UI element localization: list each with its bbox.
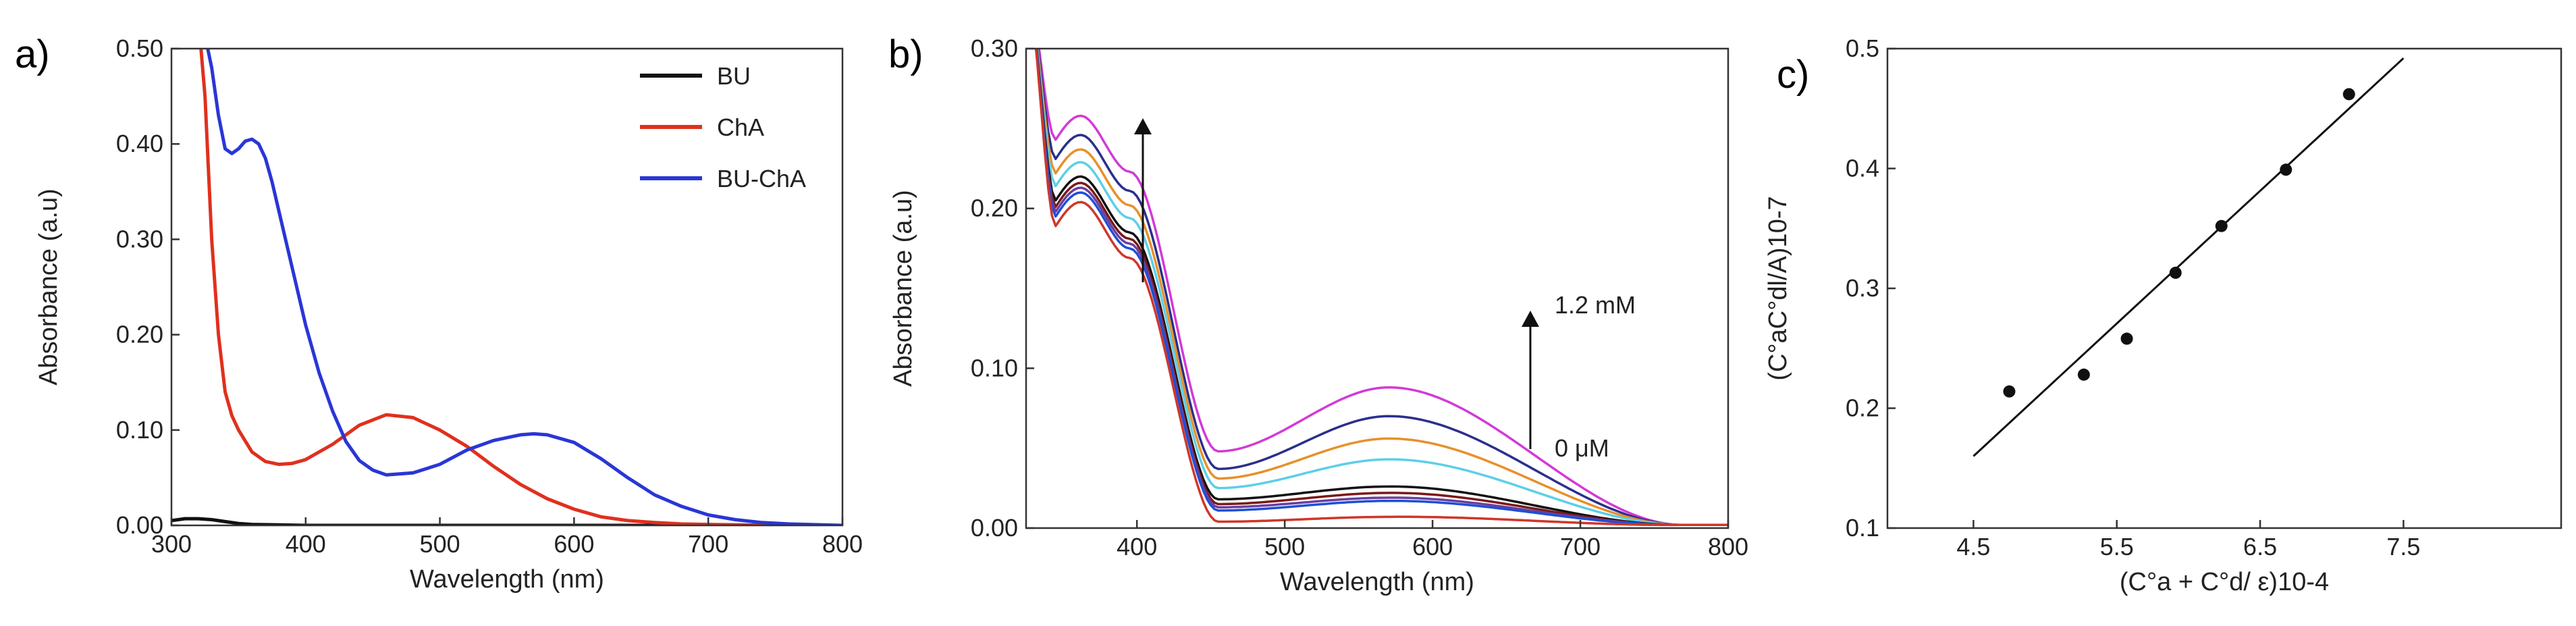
panel-c-ytick-label: 0.5	[1846, 34, 1879, 62]
panel-a-xtick-label: 700	[688, 530, 728, 558]
panel-a-xtick-label: 500	[420, 530, 460, 558]
panel-a-xtick-label: 400	[286, 530, 326, 558]
panel-a-xtick-label: 800	[822, 530, 863, 558]
panel-c-xtick-label: 6.5	[2243, 533, 2277, 560]
panel-a-xlabel: Wavelength (nm)	[410, 565, 604, 594]
data-point-5	[2280, 163, 2292, 176]
titration-curve-7	[1035, 49, 1728, 527]
panel-c-ytick-label: 0.4	[1846, 155, 1879, 182]
panel-b-ytick-label: 0.30	[971, 34, 1018, 62]
panel-a-ytick-label: 0.20	[116, 321, 163, 348]
titration-curve-2	[1036, 49, 1728, 527]
annotation-top: 1.2 mM	[1555, 291, 1636, 319]
panel-c-plot: 4.5 5.5 6.5 7.5 0.1 0.2 0.3 0.4 0.5 (C°a + C°d/ ε…	[1764, 34, 2562, 596]
data-point-3	[2169, 266, 2182, 279]
data-point-6	[2342, 88, 2355, 101]
panel-b-xtick-label: 500	[1264, 533, 1305, 560]
panel-c-frame	[1886, 47, 2562, 529]
legend-label-bu: BU	[717, 62, 751, 90]
data-point-0	[2003, 385, 2016, 398]
data-point-4	[2215, 219, 2228, 232]
panel-b-xtick-label: 700	[1560, 533, 1601, 560]
panel-c-ytick-label: 0.3	[1846, 274, 1879, 302]
panel-c-xtick-label: 5.5	[2100, 533, 2134, 560]
panel-a-ytick-label: 0.00	[116, 511, 163, 539]
titration-curve-5	[1035, 49, 1728, 527]
panel-c-ylabel: (C°aC°dl/A)10-7	[1764, 196, 1792, 380]
panel-c-points	[2003, 88, 2355, 398]
panel-b-xtick-label: 400	[1117, 533, 1157, 560]
panel-c-xtick-label: 4.5	[1956, 533, 1990, 560]
panel-c-xtick-label: 7.5	[2386, 533, 2420, 560]
panel-a-plot: 300 400 500 600 700 800 0.00 0.10 0.20 0.30 0.40 0.…	[34, 34, 863, 594]
panel-c-label: c)	[1777, 53, 1809, 97]
fit-line	[1973, 57, 2405, 457]
arrow-up-right-head	[1522, 311, 1539, 327]
series-line-cha	[199, 49, 842, 525]
panel-a-legend: BU ChA BU-ChA	[640, 62, 806, 192]
panel-b-xtick-label: 800	[1708, 533, 1748, 560]
panel-b-xtick-label: 600	[1412, 533, 1453, 560]
panel-c-ytick-label: 0.2	[1846, 394, 1879, 422]
data-point-1	[2077, 368, 2090, 381]
data-point-2	[2120, 332, 2133, 345]
panel-b-plot: 400 500 600 700 800 0.00 0.10 0.20 0.30 Wavelengt…	[889, 34, 1748, 596]
panel-a-xtick-label: 600	[554, 530, 594, 558]
panel-a-ylabel: Absorbance (a.u)	[34, 188, 63, 386]
panel-a-frame	[170, 47, 844, 527]
panel-b-ytick-label: 0.00	[971, 514, 1018, 542]
panel-b-arrows: 1.2 mM 0 μM	[1134, 118, 1636, 462]
titration-curve-3	[1036, 49, 1728, 527]
legend-label-cha: ChA	[717, 113, 764, 141]
panel-a: a) 300 400 500 600 700 800 0.00 0.10 0.20 0.30 0.4…	[15, 32, 863, 594]
titration-curve-1	[1037, 49, 1728, 527]
panel-a-ytick-label: 0.50	[116, 34, 163, 62]
panel-a-ytick-label: 0.40	[116, 130, 163, 157]
panel-b-series	[1034, 49, 1728, 527]
panel-a-series	[171, 49, 842, 525]
titration-curve-6	[1035, 49, 1728, 527]
titration-curve-4	[1035, 49, 1728, 527]
panel-a-ytick-label: 0.10	[116, 416, 163, 444]
panel-b-ytick-label: 0.10	[971, 354, 1018, 382]
panel-b-label: b)	[888, 32, 923, 76]
annotation-bottom: 0 μM	[1555, 434, 1609, 462]
series-line-bu	[171, 517, 842, 525]
panel-b-ylabel: Absorbance (a.u)	[889, 190, 917, 387]
panel-c-xlabel: (C°a + C°d/ ε)10-4	[2120, 568, 2329, 596]
legend-label-bu-cha: BU-ChA	[717, 165, 806, 192]
panel-c-ytick-label: 0.1	[1846, 514, 1879, 542]
arrow-up-left-head	[1134, 118, 1152, 134]
panel-a-label: a)	[15, 32, 50, 76]
titration-curve-0	[1038, 49, 1728, 527]
panel-b: b) 400 500 600 700 800 0.00 0.10 0.20 0.30 Wavele…	[888, 32, 1748, 596]
series-line-bu-cha	[206, 49, 842, 525]
panel-b-frame	[1025, 47, 1729, 529]
titration-curve-8	[1034, 49, 1728, 527]
panel-b-ytick-label: 0.20	[971, 194, 1018, 222]
panel-a-xtick-label: 300	[151, 530, 192, 558]
panel-a-ytick-label: 0.30	[116, 225, 163, 253]
panel-b-xlabel: Wavelength (nm)	[1280, 568, 1474, 596]
panel-c: c) 4.5 5.5 6.5 7.5 0.1 0.2 0.3 0.4 0.5 (C°a + C°d…	[1764, 34, 2562, 596]
